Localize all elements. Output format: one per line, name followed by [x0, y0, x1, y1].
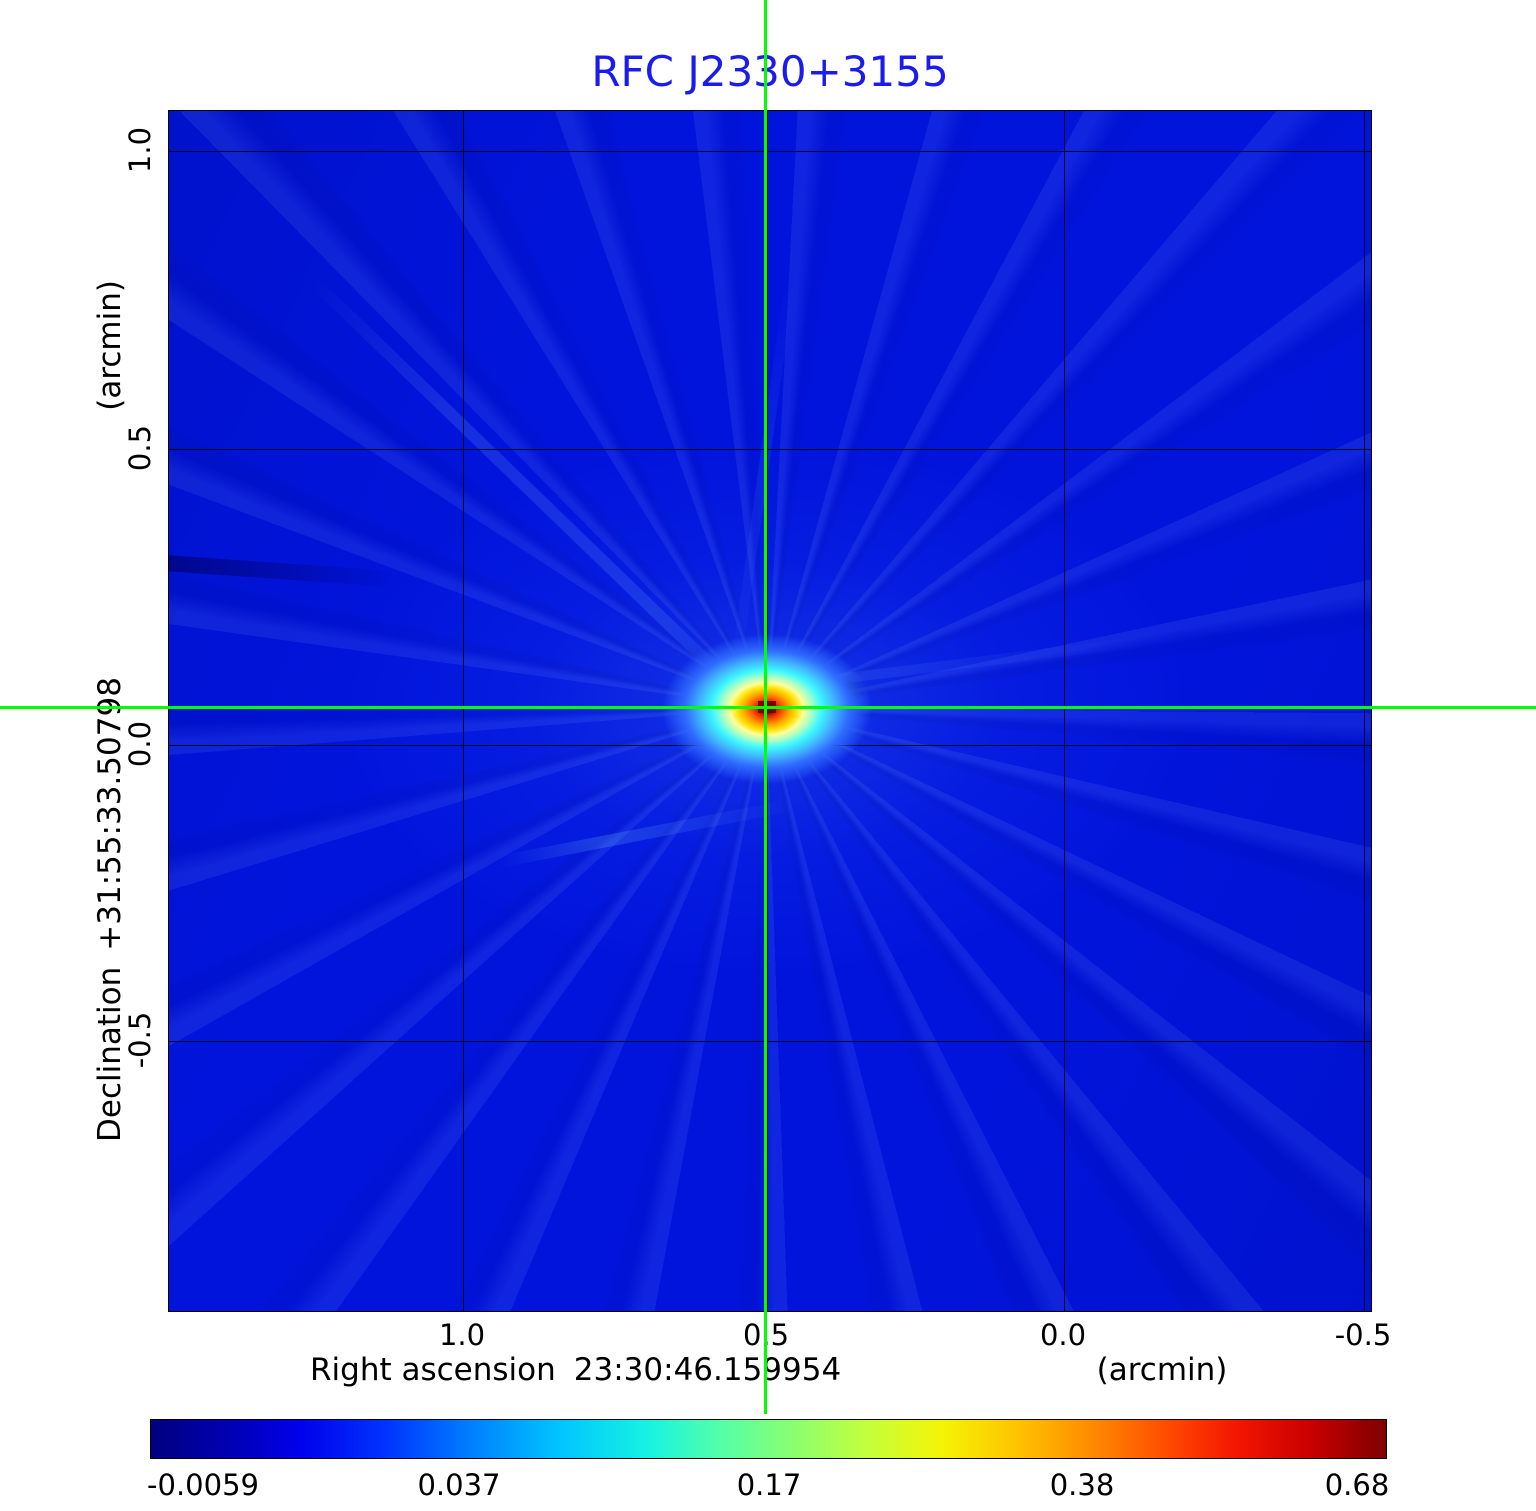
colorbar-tick-label: 0.38: [1049, 1468, 1115, 1502]
colorbar-tick-label: 0.037: [417, 1468, 501, 1502]
gridline-vertical: [1064, 111, 1065, 1311]
x-tick-label: 1.0: [438, 1318, 486, 1352]
crosshair-vertical-line: [764, 0, 767, 1414]
gridline-horizontal: [169, 1041, 1371, 1042]
gridline-horizontal: [169, 449, 1371, 450]
colorbar-tick-label: 0.17: [736, 1468, 802, 1502]
crosshair-horizontal-line: [0, 706, 1536, 709]
x-axis-unit: (arcmin): [1096, 1352, 1228, 1388]
image-plot-area: [168, 110, 1372, 1312]
colorbar-jet: [150, 1419, 1387, 1459]
colorbar-tick-label: 0.68: [1324, 1468, 1390, 1502]
y-axis-label-area: Declination +31:55:33.50798 (arcmin): [84, 110, 136, 1312]
x-tick-label: -0.5: [1334, 1318, 1392, 1352]
y-axis-coordinate: +31:55:33.50798: [92, 677, 128, 951]
gridline-vertical: [1364, 111, 1365, 1311]
gridline-horizontal: [169, 151, 1371, 152]
sidelobe-streak: [169, 554, 400, 588]
y-axis-label-text: Declination: [92, 966, 128, 1142]
colorbar-tick-label: -0.0059: [147, 1468, 259, 1502]
x-axis-label-text: Right ascension: [310, 1352, 556, 1388]
y-axis-label: Declination +31:55:33.50798 (arcmin): [84, 110, 136, 1312]
sidelobe-streak: [497, 798, 795, 868]
plot-title: RFC J2330+3155: [591, 47, 949, 96]
x-axis-label: Right ascension 23:30:46.159954: [310, 1352, 841, 1388]
x-tick-label: 0.0: [1039, 1318, 1087, 1352]
gridline-vertical: [463, 111, 464, 1311]
x-axis-coordinate: 23:30:46.159954: [573, 1352, 842, 1388]
y-axis-label-group: Declination +31:55:33.50798: [92, 677, 128, 1142]
y-axis-unit: (arcmin): [92, 280, 128, 411]
